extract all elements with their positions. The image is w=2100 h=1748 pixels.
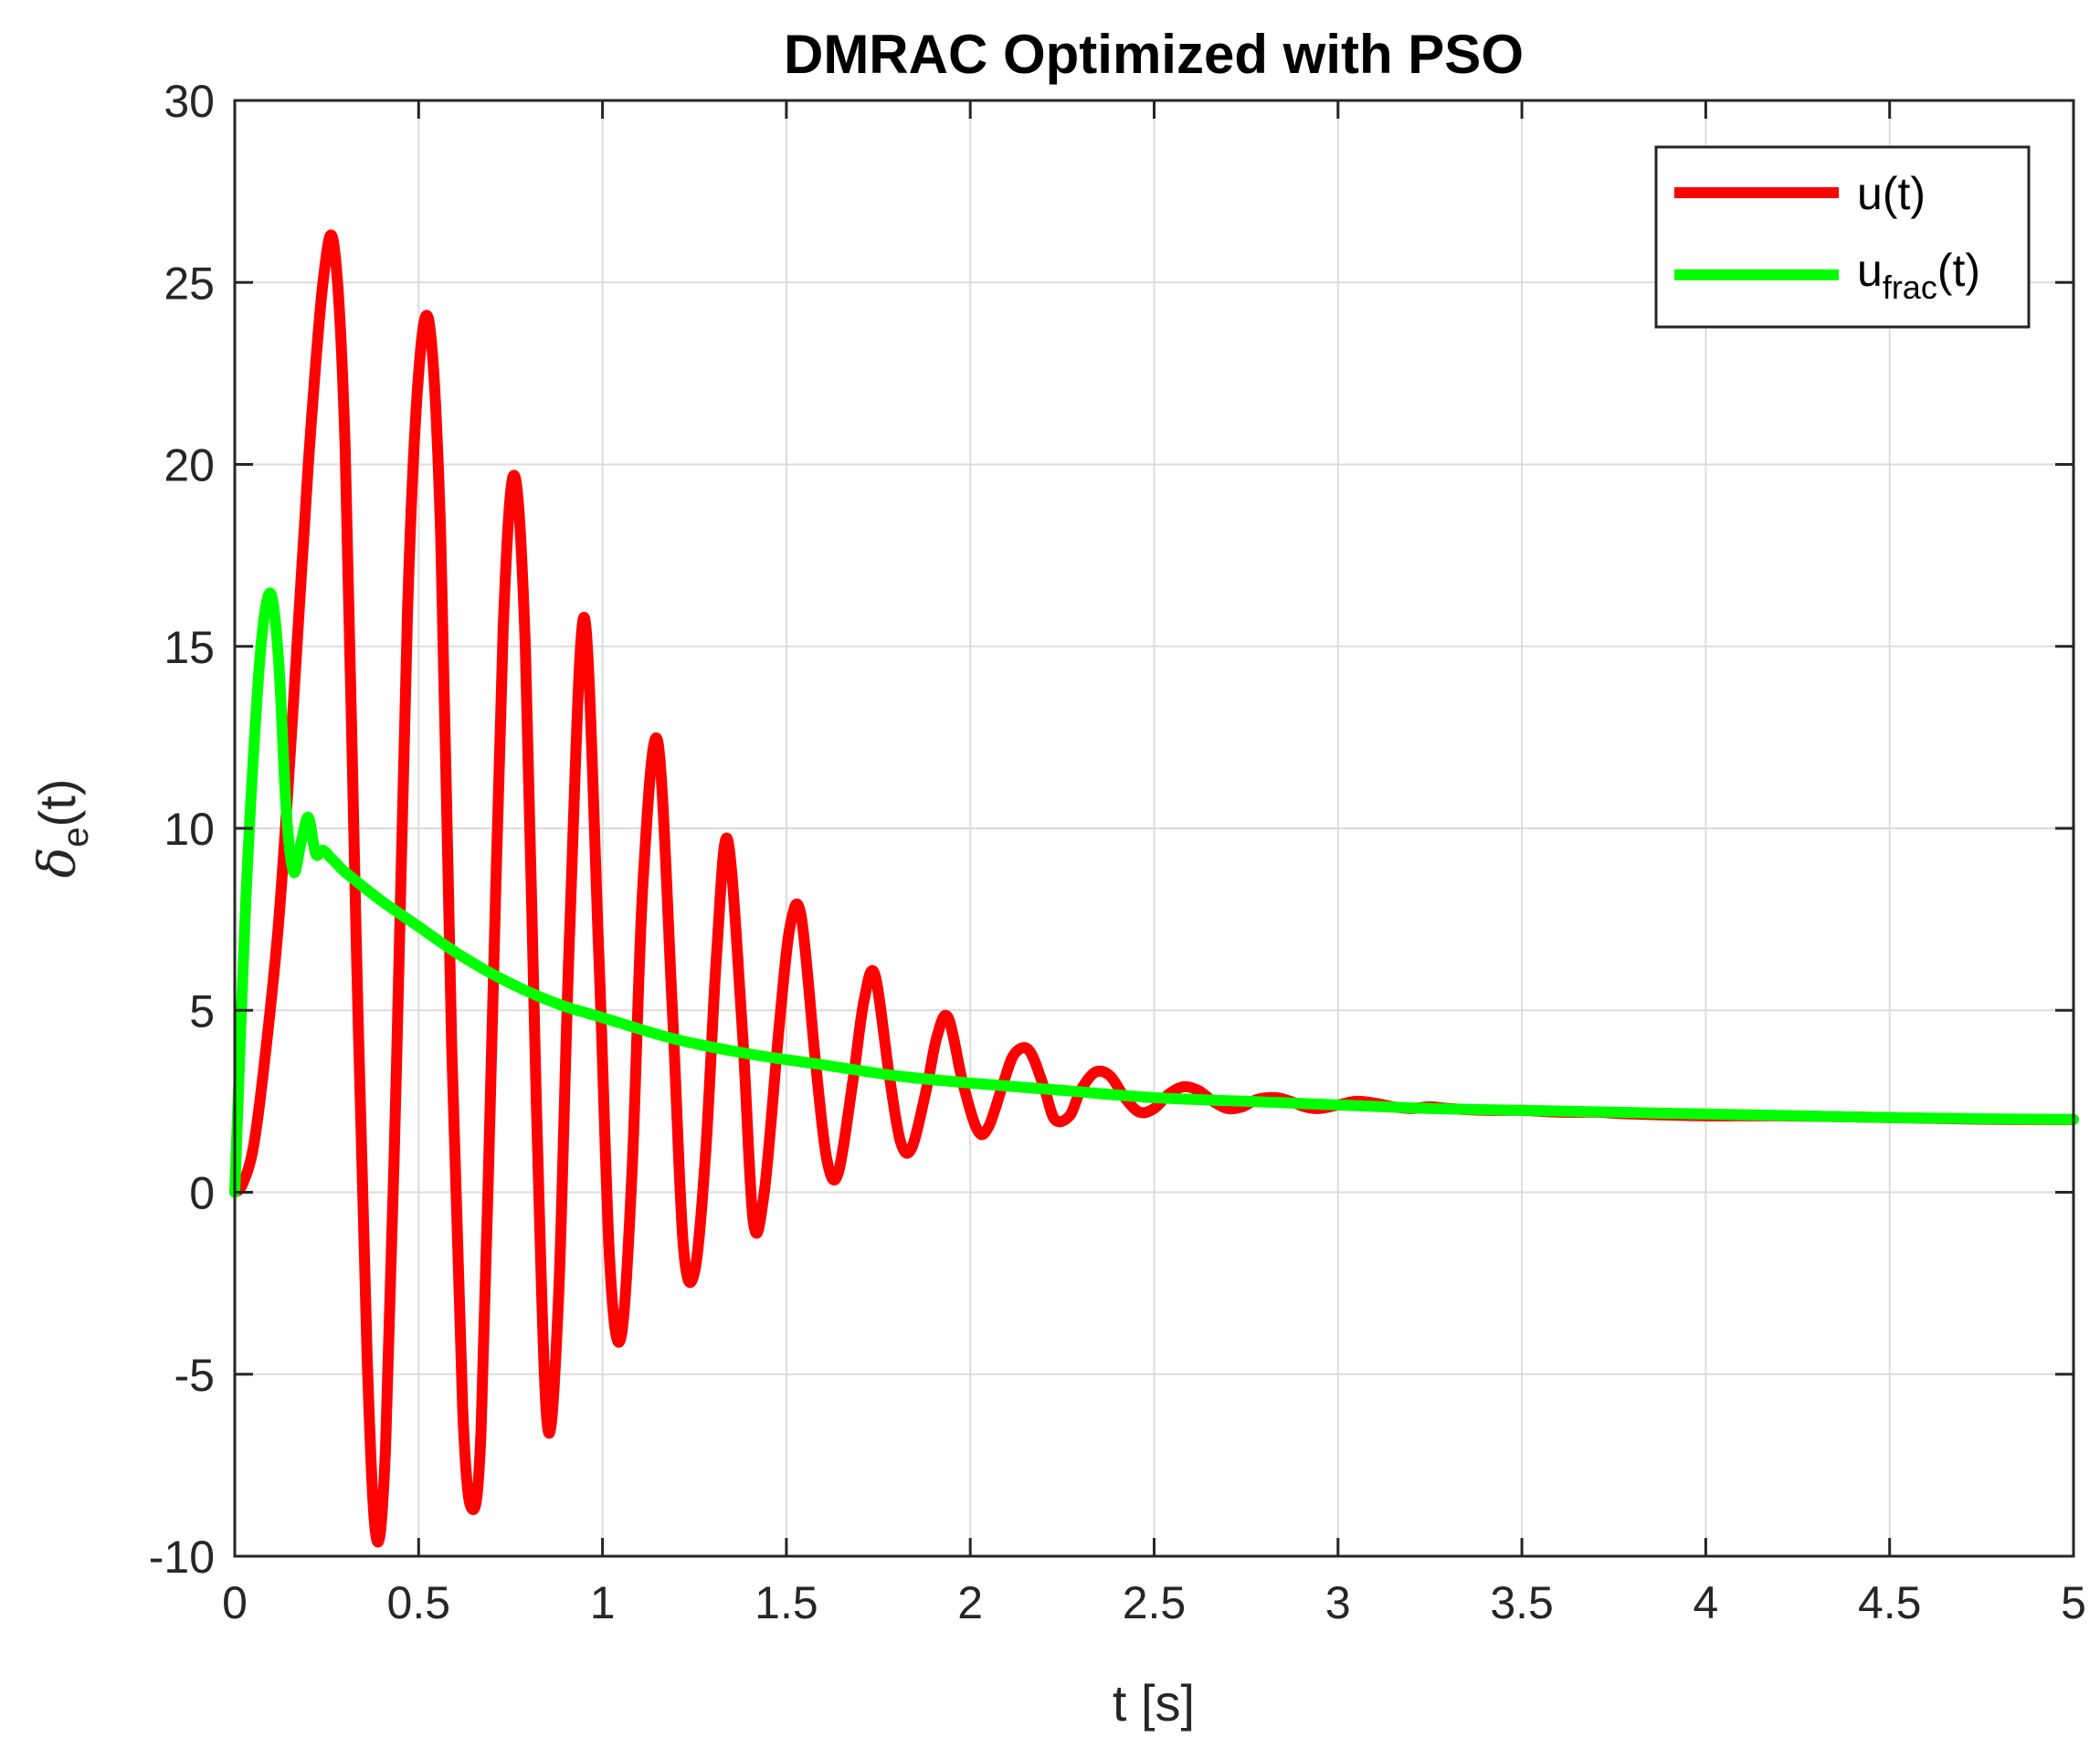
x-tick-label: 2 [957, 1577, 983, 1628]
x-tick-label: 1.5 [755, 1577, 818, 1628]
x-tick-label: 3 [1325, 1577, 1351, 1628]
y-tick-label: 20 [164, 440, 215, 491]
legend-label-u-frac-main: u [1857, 245, 1883, 296]
legend-box [1654, 145, 2031, 329]
series-line-u [229, 229, 2079, 1548]
y-tick-label: -5 [174, 1350, 215, 1401]
y-tick-label: 5 [189, 985, 215, 1037]
x-tick-label: 4 [1693, 1577, 1718, 1628]
y-tick-label: 10 [164, 804, 215, 855]
x-tick-label: 5 [2061, 1577, 2086, 1628]
y-tick-label: 30 [164, 76, 215, 127]
legend-label-u-frac: ufrac(t) [1857, 245, 1980, 306]
y-tick-label: -10 [149, 1532, 215, 1583]
y-axis-label-suffix: (t) [28, 779, 86, 827]
legend-label-u-frac-sub: frac [1883, 269, 1937, 306]
x-tick-label: 3.5 [1490, 1577, 1554, 1628]
y-axis-label-symbol: δ [28, 848, 88, 879]
y-axis-label: δe(t) [28, 779, 96, 879]
legend-label-u: u(t) [1857, 168, 1926, 219]
y-tick-label: 0 [189, 1168, 215, 1219]
y-tick-label: 15 [164, 622, 215, 673]
y-tick-label: 25 [164, 258, 215, 309]
legend-label-u-main: u [1857, 168, 1883, 219]
x-tick-label: 4.5 [1858, 1577, 1922, 1628]
y-axis-label-subscript: e [56, 827, 96, 847]
x-tick-label: 0 [222, 1577, 248, 1628]
series-line-u-frac [229, 587, 2079, 1198]
tick-labels: 0 0.5 1 1.5 2 2.5 3 3.5 4 4.5 5 -10 -5 0 5 10 15 20 25 30 [149, 76, 2086, 1628]
x-tick-label: 0.5 [387, 1577, 451, 1628]
x-axis-label: t [s] [1113, 1674, 1195, 1732]
legend-label-u-suffix: (t) [1883, 168, 1926, 219]
x-tick-label: 2.5 [1123, 1577, 1187, 1628]
x-tick-label: 1 [590, 1577, 616, 1628]
series-layer [229, 229, 2079, 1548]
legend: u(t) ufrac(t) [1654, 145, 2031, 329]
legend-label-u-frac-suffix: (t) [1937, 245, 1980, 296]
chart-title: DMRAC Optimized with PSO [784, 24, 1524, 85]
ticks [233, 99, 2075, 1558]
